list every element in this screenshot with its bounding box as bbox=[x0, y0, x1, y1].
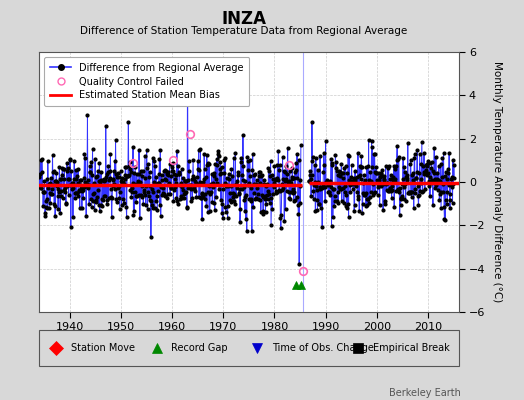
Text: Station Move: Station Move bbox=[71, 343, 135, 353]
Legend: Difference from Regional Average, Quality Control Failed, Estimated Station Mean: Difference from Regional Average, Qualit… bbox=[44, 57, 249, 106]
Text: Difference of Station Temperature Data from Regional Average: Difference of Station Temperature Data f… bbox=[80, 26, 407, 36]
Text: Record Gap: Record Gap bbox=[171, 343, 228, 353]
Text: Empirical Break: Empirical Break bbox=[373, 343, 449, 353]
FancyBboxPatch shape bbox=[39, 330, 459, 366]
Y-axis label: Monthly Temperature Anomaly Difference (°C): Monthly Temperature Anomaly Difference (… bbox=[493, 61, 503, 303]
Text: Berkeley Earth: Berkeley Earth bbox=[389, 388, 461, 398]
Text: Time of Obs. Change: Time of Obs. Change bbox=[272, 343, 374, 353]
Text: INZA: INZA bbox=[221, 10, 266, 28]
